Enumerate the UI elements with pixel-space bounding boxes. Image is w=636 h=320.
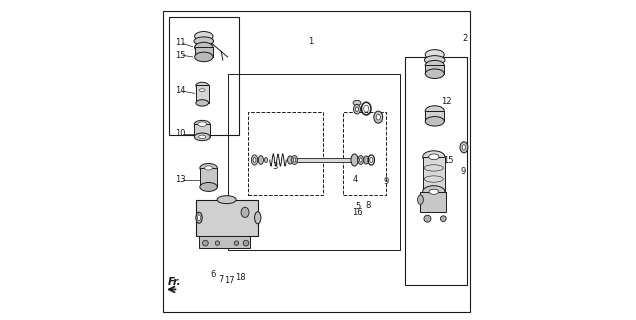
Text: 3: 3 <box>272 162 277 171</box>
Ellipse shape <box>429 154 439 160</box>
Text: 11: 11 <box>176 38 186 47</box>
Text: 16: 16 <box>352 208 363 218</box>
Bar <box>169 17 238 135</box>
Bar <box>228 74 401 251</box>
Bar <box>199 236 250 248</box>
Ellipse shape <box>423 186 445 198</box>
Ellipse shape <box>200 164 218 172</box>
Bar <box>200 168 218 187</box>
Ellipse shape <box>287 156 293 164</box>
Text: 8: 8 <box>365 201 370 210</box>
Ellipse shape <box>462 145 466 150</box>
Ellipse shape <box>195 42 213 52</box>
Bar <box>196 200 258 236</box>
Ellipse shape <box>441 216 446 221</box>
Ellipse shape <box>198 135 205 139</box>
Ellipse shape <box>374 111 383 123</box>
Ellipse shape <box>197 215 200 220</box>
Circle shape <box>243 240 249 246</box>
Text: 1: 1 <box>308 37 314 46</box>
Ellipse shape <box>251 155 258 165</box>
Text: 2: 2 <box>462 34 467 43</box>
Ellipse shape <box>195 32 213 41</box>
Text: 4: 4 <box>352 175 357 184</box>
Ellipse shape <box>424 56 445 65</box>
Ellipse shape <box>194 133 210 141</box>
Text: 12: 12 <box>441 97 452 106</box>
Ellipse shape <box>425 60 445 70</box>
Text: 15: 15 <box>443 156 454 164</box>
Bar <box>343 112 386 195</box>
Text: 7: 7 <box>218 275 223 284</box>
Text: 15: 15 <box>176 51 186 60</box>
Ellipse shape <box>196 100 209 106</box>
Text: 9: 9 <box>460 167 466 176</box>
Bar <box>194 124 210 137</box>
Ellipse shape <box>241 207 249 217</box>
Ellipse shape <box>358 156 364 164</box>
Ellipse shape <box>195 52 213 62</box>
Ellipse shape <box>354 105 361 114</box>
Circle shape <box>202 240 208 246</box>
Ellipse shape <box>429 189 439 194</box>
Ellipse shape <box>425 116 445 126</box>
Text: 14: 14 <box>176 86 186 95</box>
Text: Fr.: Fr. <box>169 277 182 287</box>
Text: 5: 5 <box>356 203 361 212</box>
Bar <box>195 47 213 57</box>
Ellipse shape <box>351 154 358 166</box>
Ellipse shape <box>425 106 445 116</box>
Ellipse shape <box>200 182 218 191</box>
Ellipse shape <box>364 105 369 112</box>
Bar <box>423 157 445 192</box>
Ellipse shape <box>254 212 261 224</box>
Ellipse shape <box>377 114 380 120</box>
Circle shape <box>234 241 238 245</box>
Ellipse shape <box>217 196 236 204</box>
Ellipse shape <box>418 195 424 204</box>
Text: 13: 13 <box>176 174 186 184</box>
Ellipse shape <box>194 37 214 45</box>
Ellipse shape <box>194 120 210 128</box>
Circle shape <box>215 241 219 245</box>
Text: 18: 18 <box>235 273 246 282</box>
Ellipse shape <box>265 157 268 163</box>
Ellipse shape <box>359 158 362 162</box>
Ellipse shape <box>253 158 256 162</box>
Bar <box>248 112 322 195</box>
Text: 17: 17 <box>224 276 235 285</box>
Bar <box>296 158 354 162</box>
Ellipse shape <box>425 69 445 78</box>
Bar <box>405 57 467 285</box>
Ellipse shape <box>356 107 359 111</box>
Bar <box>420 192 446 212</box>
Ellipse shape <box>353 100 361 105</box>
Ellipse shape <box>199 89 205 92</box>
Text: 9: 9 <box>383 177 389 186</box>
Ellipse shape <box>423 151 445 163</box>
Bar <box>196 85 209 103</box>
Ellipse shape <box>198 122 207 126</box>
Ellipse shape <box>196 212 202 223</box>
Ellipse shape <box>364 156 369 164</box>
Ellipse shape <box>460 142 468 153</box>
Ellipse shape <box>205 166 212 170</box>
Bar <box>425 111 445 121</box>
Ellipse shape <box>293 158 296 162</box>
Bar <box>425 66 445 74</box>
Ellipse shape <box>258 156 263 164</box>
Ellipse shape <box>292 156 298 164</box>
Ellipse shape <box>424 215 431 222</box>
Text: 10: 10 <box>176 129 186 138</box>
Ellipse shape <box>196 82 209 89</box>
Ellipse shape <box>425 50 445 60</box>
Text: 6: 6 <box>211 270 216 279</box>
